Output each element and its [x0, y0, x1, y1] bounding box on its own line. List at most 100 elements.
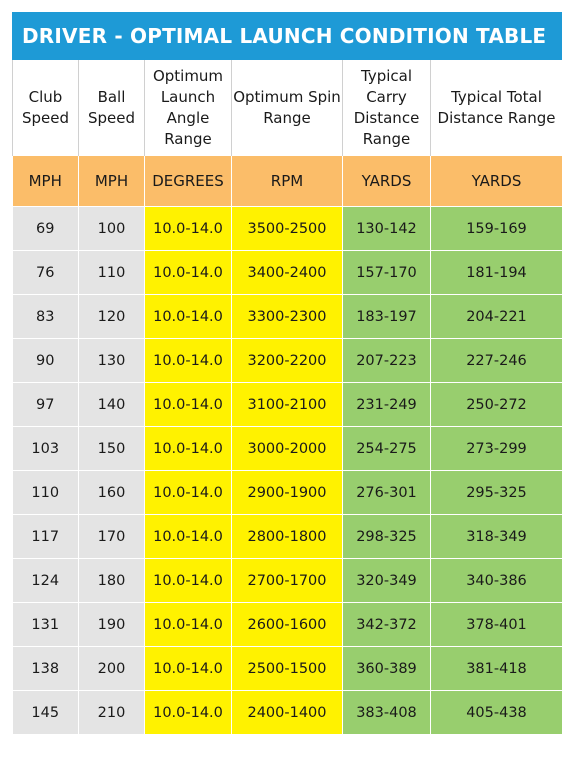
cell-ball-speed: 200 [79, 647, 145, 691]
cell-ball-speed: 140 [79, 383, 145, 427]
header-carry-distance: Typical Carry Distance Range [343, 60, 431, 156]
cell-total-distance: 318-349 [431, 515, 562, 559]
cell-ball-speed: 120 [79, 295, 145, 339]
cell-spin-range: 3500-2500 [232, 207, 343, 251]
cell-carry-distance: 183-197 [343, 295, 431, 339]
cell-spin-range: 3000-2000 [232, 427, 343, 471]
cell-ball-speed: 170 [79, 515, 145, 559]
cell-club-speed: 69 [13, 207, 79, 251]
header-spin-range: Optimum Spin Range [232, 60, 343, 156]
cell-spin-range: 3300-2300 [232, 295, 343, 339]
cell-total-distance: 405-438 [431, 691, 562, 735]
cell-club-speed: 131 [13, 603, 79, 647]
cell-launch-angle: 10.0-14.0 [145, 207, 232, 251]
cell-carry-distance: 231-249 [343, 383, 431, 427]
cell-launch-angle: 10.0-14.0 [145, 471, 232, 515]
cell-launch-angle: 10.0-14.0 [145, 515, 232, 559]
cell-carry-distance: 130-142 [343, 207, 431, 251]
cell-total-distance: 204-221 [431, 295, 562, 339]
cell-launch-angle: 10.0-14.0 [145, 339, 232, 383]
units-row: MPH MPH DEGREES RPM YARDS YARDS [13, 156, 562, 207]
cell-ball-speed: 190 [79, 603, 145, 647]
cell-spin-range: 2500-1500 [232, 647, 343, 691]
cell-club-speed: 124 [13, 559, 79, 603]
launch-table-panel: DRIVER - OPTIMAL LAUNCH CONDITION TABLE … [12, 12, 562, 735]
header-ball-speed: Ball Speed [79, 60, 145, 156]
cell-spin-range: 3400-2400 [232, 251, 343, 295]
cell-carry-distance: 157-170 [343, 251, 431, 295]
cell-carry-distance: 342-372 [343, 603, 431, 647]
cell-spin-range: 3200-2200 [232, 339, 343, 383]
cell-launch-angle: 10.0-14.0 [145, 383, 232, 427]
cell-launch-angle: 10.0-14.0 [145, 427, 232, 471]
unit-club-speed: MPH [13, 156, 79, 207]
cell-carry-distance: 254-275 [343, 427, 431, 471]
cell-ball-speed: 210 [79, 691, 145, 735]
cell-ball-speed: 110 [79, 251, 145, 295]
cell-launch-angle: 10.0-14.0 [145, 647, 232, 691]
cell-carry-distance: 383-408 [343, 691, 431, 735]
header-club-speed: Club Speed [13, 60, 79, 156]
cell-club-speed: 83 [13, 295, 79, 339]
cell-ball-speed: 160 [79, 471, 145, 515]
unit-carry: YARDS [343, 156, 431, 207]
cell-club-speed: 90 [13, 339, 79, 383]
table-title: DRIVER - OPTIMAL LAUNCH CONDITION TABLE [12, 12, 562, 60]
cell-total-distance: 381-418 [431, 647, 562, 691]
cell-spin-range: 2700-1700 [232, 559, 343, 603]
header-launch-angle: Optimum Launch Angle Range [145, 60, 232, 156]
cell-total-distance: 227-246 [431, 339, 562, 383]
cell-carry-distance: 207-223 [343, 339, 431, 383]
header-row: Club Speed Ball Speed Optimum Launch Ang… [13, 60, 562, 156]
cell-club-speed: 97 [13, 383, 79, 427]
cell-total-distance: 159-169 [431, 207, 562, 251]
cell-club-speed: 138 [13, 647, 79, 691]
cell-launch-angle: 10.0-14.0 [145, 603, 232, 647]
cell-carry-distance: 276-301 [343, 471, 431, 515]
cell-total-distance: 295-325 [431, 471, 562, 515]
cell-carry-distance: 298-325 [343, 515, 431, 559]
cell-total-distance: 273-299 [431, 427, 562, 471]
cell-launch-angle: 10.0-14.0 [145, 251, 232, 295]
cell-club-speed: 110 [13, 471, 79, 515]
header-total-distance: Typical Total Distance Range [431, 60, 562, 156]
cell-spin-range: 3100-2100 [232, 383, 343, 427]
launch-condition-table: Club Speed Ball Speed Optimum Launch Ang… [12, 60, 562, 735]
unit-total: YARDS [431, 156, 562, 207]
cell-club-speed: 145 [13, 691, 79, 735]
cell-ball-speed: 180 [79, 559, 145, 603]
cell-total-distance: 181-194 [431, 251, 562, 295]
cell-spin-range: 2400-1400 [232, 691, 343, 735]
cell-launch-angle: 10.0-14.0 [145, 559, 232, 603]
cell-launch-angle: 10.0-14.0 [145, 295, 232, 339]
cell-spin-range: 2900-1900 [232, 471, 343, 515]
cell-carry-distance: 360-389 [343, 647, 431, 691]
cell-ball-speed: 130 [79, 339, 145, 383]
cell-spin-range: 2600-1600 [232, 603, 343, 647]
cell-club-speed: 76 [13, 251, 79, 295]
cell-carry-distance: 320-349 [343, 559, 431, 603]
cell-club-speed: 117 [13, 515, 79, 559]
cell-ball-speed: 100 [79, 207, 145, 251]
cell-ball-speed: 150 [79, 427, 145, 471]
cell-spin-range: 2800-1800 [232, 515, 343, 559]
cell-total-distance: 340-386 [431, 559, 562, 603]
unit-ball-speed: MPH [79, 156, 145, 207]
cell-club-speed: 103 [13, 427, 79, 471]
cell-total-distance: 250-272 [431, 383, 562, 427]
unit-launch-angle: DEGREES [145, 156, 232, 207]
cell-launch-angle: 10.0-14.0 [145, 691, 232, 735]
